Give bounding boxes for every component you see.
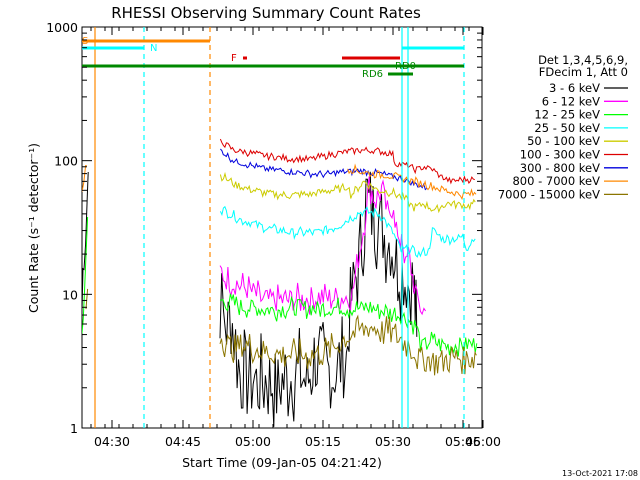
series-line-6	[220, 148, 428, 191]
legend-label-6: 300 - 800 keV	[520, 161, 600, 175]
series-line-0	[82, 171, 418, 427]
series-line-5	[219, 138, 475, 185]
series-line-4	[219, 171, 476, 214]
legend-label-7: 800 - 7000 keV	[512, 174, 600, 188]
series-layer	[82, 138, 478, 427]
x-tick-label-2: 05:00	[235, 434, 271, 449]
legend-label-5: 100 - 300 keV	[520, 148, 600, 162]
y-tick-label-2: 100	[54, 154, 78, 169]
overlay-layer: S N F RD0 RD6	[82, 27, 465, 428]
legend-label-3: 25 - 50 keV	[534, 121, 600, 135]
overlay-label-s: S	[82, 36, 88, 47]
plot-frame	[81, 26, 483, 429]
x-tick-label-6: 06:00	[465, 434, 501, 449]
series-line-2	[82, 216, 478, 357]
series-line-3	[219, 205, 476, 258]
legend-label-0: 3 - 6 keV	[549, 81, 600, 95]
legend-header-1: FDecim 1, Att 0	[539, 65, 628, 79]
chart-title: RHESSI Observing Summary Count Rates	[111, 4, 421, 22]
overlay-label-rd6: RD6	[362, 69, 383, 80]
x-tick-label-3: 05:15	[305, 434, 341, 449]
y-tick-label-3: 1000	[46, 20, 78, 35]
x-axis-label: Start Time (09-Jan-05 04:21:42)	[182, 455, 382, 470]
legend-label-4: 50 - 100 keV	[527, 134, 600, 148]
y-tick-label-1: 10	[62, 287, 78, 302]
overlay-label-n: N	[150, 43, 157, 54]
legend-header-0: Det 1,3,4,5,6,9,	[538, 53, 628, 67]
overlay-label-f: F	[231, 53, 237, 64]
x-tick-label-4: 05:30	[375, 434, 411, 449]
y-axis-label: Count Rate (s⁻¹ detector⁻¹)	[26, 143, 41, 313]
legend-label-1: 6 - 12 keV	[542, 94, 600, 108]
series-line-8	[85, 288, 477, 376]
series-line-7	[82, 163, 477, 201]
y-tick-label-0: 1	[70, 421, 78, 436]
x-tick-label-5: 05:45	[445, 434, 481, 449]
x-tick-label-1: 04:45	[165, 434, 201, 449]
legend: Det 1,3,4,5,6,9,FDecim 1, Att 0 3 - 6 keV…	[498, 53, 628, 201]
series-line-1	[219, 176, 427, 316]
legend-label-2: 12 - 25 keV	[534, 108, 600, 122]
overlay-label-rd0: RD0	[395, 61, 416, 72]
x-tick-label-0: 04:30	[94, 434, 130, 449]
timestamp: 13-Oct-2021 17:08	[562, 469, 638, 478]
legend-label-8: 7000 - 15000 keV	[498, 187, 600, 201]
